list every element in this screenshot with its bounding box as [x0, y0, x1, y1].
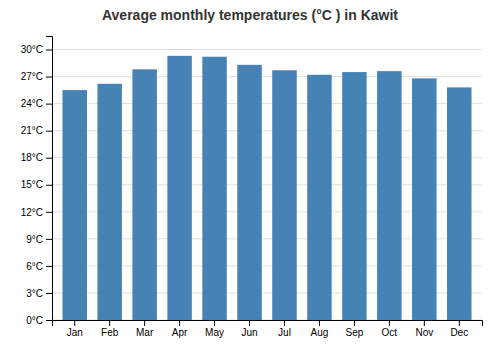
y-tick: 21°C	[21, 125, 52, 136]
y-tick: 9°C	[26, 234, 52, 245]
y-tick-mark	[46, 77, 52, 78]
chart-title: Average monthly temperatures (°C ) in Ka…	[102, 7, 398, 23]
bar	[272, 70, 296, 320]
bar	[307, 75, 331, 320]
x-tick-mark	[179, 320, 180, 326]
x-tick-label: Oct	[382, 327, 398, 338]
bar	[447, 87, 471, 320]
y-tick-mark	[46, 50, 52, 51]
bars	[62, 56, 471, 320]
x-tick: Mar	[136, 320, 154, 338]
x-tick: Aug	[311, 320, 329, 338]
y-tick-mark	[46, 158, 52, 159]
x-tick-label: Sep	[345, 327, 363, 338]
y-tick-label: 30°C	[21, 44, 43, 55]
y-tick: 30°C	[21, 44, 52, 55]
x-tick-label: Dec	[450, 327, 468, 338]
y-tick-label: 18°C	[21, 152, 43, 163]
x-tick: Sep	[345, 320, 363, 338]
y-axis-line	[46, 37, 53, 321]
x-tick-label: May	[205, 327, 224, 338]
x-tick: Dec	[450, 320, 468, 338]
y-tick-mark	[46, 131, 52, 132]
x-tick-mark	[389, 320, 390, 326]
y-tick: 6°C	[26, 261, 52, 272]
grid	[52, 50, 482, 320]
bar	[342, 72, 366, 320]
x-tick-mark	[284, 320, 285, 326]
bar	[132, 69, 156, 320]
x-tick-label: Jul	[278, 327, 291, 338]
y-tick-mark	[46, 185, 52, 186]
x-tick-label: Mar	[136, 327, 154, 338]
chart-svg: Average monthly temperatures (°C ) in Ka…	[0, 0, 500, 350]
x-tick-mark	[144, 320, 145, 326]
y-tick: 24°C	[21, 98, 52, 109]
x-tick: Nov	[415, 320, 433, 338]
bar	[202, 57, 226, 320]
y-axis: 0°C 3°C 6°C 9°C 12°C 15°C 18°C 21°C 24°C 27°C 30°C	[21, 37, 53, 326]
y-tick-mark	[46, 212, 52, 213]
x-tick: Oct	[382, 320, 398, 338]
x-axis-line	[53, 321, 483, 327]
x-axis: Jan Feb Mar Apr May Jun Jul Aug Sep Oct Nov Dec	[53, 320, 483, 338]
x-tick-mark	[459, 320, 460, 326]
y-tick-label: 15°C	[21, 179, 43, 190]
x-tick-mark	[424, 320, 425, 326]
x-tick-label: Nov	[415, 327, 433, 338]
y-tick: 3°C	[26, 288, 52, 299]
bar	[237, 65, 261, 320]
x-tick-label: Apr	[172, 327, 188, 338]
y-tick-label: 6°C	[26, 261, 43, 272]
y-tick-mark	[46, 293, 52, 294]
bar	[167, 56, 191, 320]
x-tick-mark	[74, 320, 75, 326]
y-tick-label: 12°C	[21, 207, 43, 218]
x-tick: May	[205, 320, 224, 338]
x-tick: Jul	[278, 320, 291, 338]
y-tick: 27°C	[21, 71, 52, 82]
x-tick-mark	[214, 320, 215, 326]
x-tick-mark	[354, 320, 355, 326]
x-tick: Apr	[172, 320, 188, 338]
y-tick-label: 0°C	[26, 315, 43, 326]
y-tick: 0°C	[26, 315, 52, 326]
x-tick-mark	[109, 320, 110, 326]
y-tick-label: 21°C	[21, 125, 43, 136]
x-tick-mark	[249, 320, 250, 326]
y-tick-label: 3°C	[26, 288, 43, 299]
y-tick-label: 24°C	[21, 98, 43, 109]
y-tick: 15°C	[21, 179, 52, 190]
grid-line	[52, 49, 482, 50]
plot-area: Jan Feb Mar Apr May Jun Jul Aug Sep Oct Nov Dec 0°C 3…	[21, 37, 483, 339]
x-tick-label: Jan	[67, 327, 83, 338]
x-tick-mark	[319, 320, 320, 326]
chart-container: Average monthly temperatures (°C ) in Ka…	[0, 0, 500, 350]
x-tick: Jun	[241, 320, 257, 338]
y-tick-mark	[46, 239, 52, 240]
y-tick: 18°C	[21, 152, 52, 163]
y-tick-label: 27°C	[21, 71, 43, 82]
x-tick-label: Aug	[311, 327, 329, 338]
y-tick: 12°C	[21, 207, 52, 218]
bar	[412, 78, 436, 320]
x-tick-label: Jun	[241, 327, 257, 338]
x-tick: Feb	[101, 320, 119, 338]
y-tick-mark	[46, 320, 52, 321]
bar	[62, 90, 86, 320]
bar	[377, 71, 401, 320]
x-tick-label: Feb	[101, 327, 119, 338]
y-tick-mark	[46, 266, 52, 267]
x-tick: Jan	[67, 320, 83, 338]
bar	[97, 84, 121, 320]
y-tick-label: 9°C	[26, 234, 43, 245]
y-tick-mark	[46, 104, 52, 105]
grid-line	[52, 76, 482, 77]
